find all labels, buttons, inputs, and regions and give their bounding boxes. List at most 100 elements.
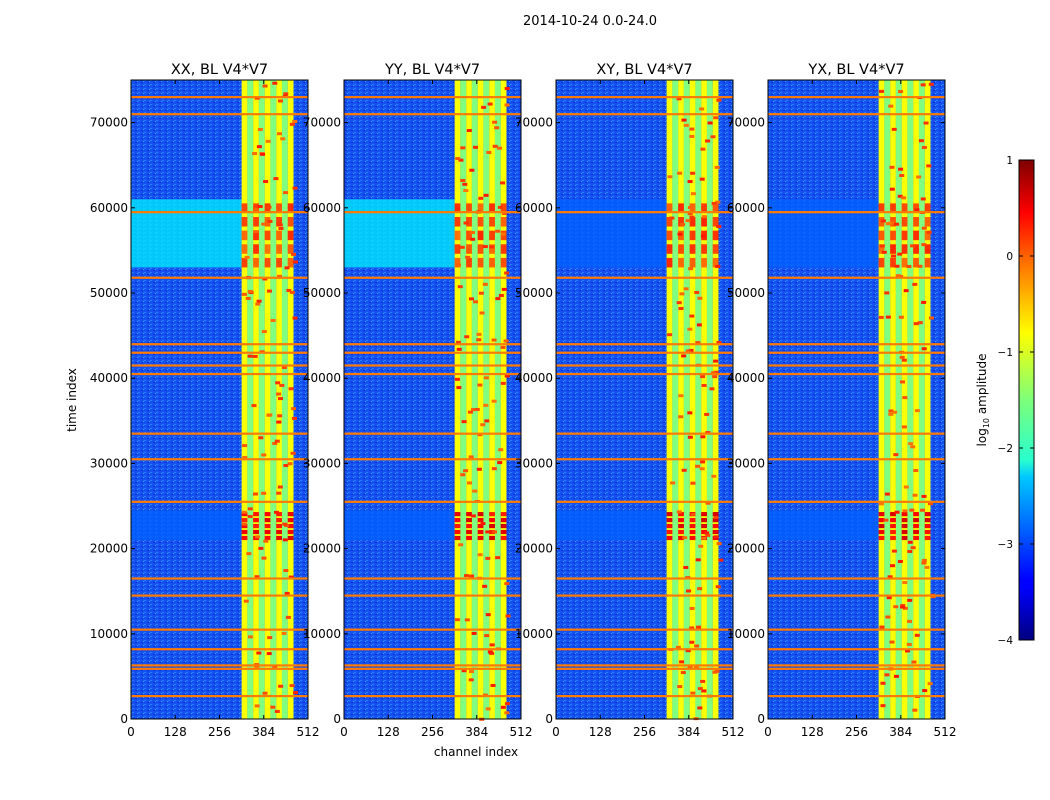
band-speckle: [265, 139, 271, 143]
band-speckle: [257, 205, 263, 209]
band-speckle: [500, 232, 506, 236]
panel-title: XY, BL V4*V7: [596, 62, 692, 78]
band-column: [678, 80, 684, 719]
band-speckle: [482, 245, 488, 249]
band-speckle: [903, 485, 909, 489]
band-column: [247, 80, 254, 719]
band-hot-block: [264, 523, 271, 529]
band-hot-block: [477, 257, 484, 268]
band-hot-block: [678, 535, 684, 541]
band-hot-block: [712, 244, 719, 254]
band-speckle: [922, 689, 928, 693]
flagged-row: [556, 276, 733, 279]
band-speckle: [285, 615, 291, 619]
band-speckle: [487, 650, 493, 654]
band-speckle: [497, 205, 503, 209]
band-hot-block: [287, 230, 294, 241]
band-hot-block: [878, 518, 885, 523]
band-speckle: [916, 175, 922, 179]
band-hot-block: [466, 257, 472, 268]
band-speckle: [878, 502, 884, 506]
band-speckle: [710, 135, 716, 139]
band-hot-block: [466, 217, 472, 227]
flagged-row: [131, 343, 308, 346]
flagged-row: [556, 648, 733, 651]
band-speckle: [700, 679, 706, 683]
band-speckle: [890, 564, 896, 568]
flagged-row: [131, 113, 308, 116]
band-column: [460, 80, 467, 719]
band-hot-block: [678, 203, 684, 213]
flagged-row: [131, 594, 308, 597]
flagged-row: [768, 648, 945, 651]
band-speckle: [711, 201, 717, 205]
flagged-row: [768, 96, 945, 99]
band-speckle: [494, 126, 500, 130]
band-speckle: [676, 510, 682, 514]
band-speckle: [715, 200, 721, 204]
flagged-row: [768, 432, 945, 435]
band-speckle: [293, 260, 299, 264]
band-speckle: [902, 606, 908, 610]
flagged-row: [768, 351, 945, 354]
band-speckle: [258, 436, 264, 440]
flagged-row: [344, 211, 521, 214]
flagged-row: [768, 343, 945, 346]
band-speckle: [278, 684, 284, 688]
band-speckle: [892, 410, 898, 414]
band-speckle: [491, 467, 497, 471]
flagged-row: [556, 458, 733, 461]
band-speckle: [290, 252, 296, 256]
band-speckle: [491, 338, 497, 342]
flagged-row: [131, 372, 308, 376]
band-hot-block: [489, 230, 495, 241]
band-column: [270, 80, 277, 719]
band-hot-block: [712, 518, 719, 523]
band-speckle: [689, 134, 695, 138]
heatmap-panel-yx: 0 128 256 384 512 0 10000 20000 30000 40000 50000 6…: [727, 62, 957, 739]
band-speckle: [501, 287, 507, 291]
band-hot-block: [500, 244, 507, 254]
y-axis-label: time index: [65, 368, 79, 432]
band-speckle: [713, 359, 719, 363]
band-hot-block: [466, 523, 472, 529]
band-speckle: [261, 491, 267, 495]
panel-title: YX, BL V4*V7: [807, 62, 904, 78]
band-hot-block: [878, 244, 885, 254]
band-speckle: [677, 685, 683, 689]
band-speckle: [253, 208, 259, 212]
band-speckle: [926, 164, 932, 168]
band-speckle: [701, 215, 707, 219]
band-column: [913, 80, 919, 719]
band-column: [483, 80, 490, 719]
band-speckle: [697, 687, 703, 691]
band-speckle: [262, 691, 268, 695]
band-speckle: [472, 145, 478, 149]
band-hot-block: [276, 217, 282, 227]
band-hot-block: [489, 257, 495, 268]
band-hot-block: [287, 512, 294, 517]
enhanced-time-region: [131, 510, 242, 541]
band-column: [494, 80, 501, 719]
band-hot-block: [924, 518, 931, 523]
y-tick-label: 20000: [727, 542, 765, 556]
band-hot-block: [924, 529, 931, 535]
band-column: [907, 80, 914, 719]
band-hot-block: [878, 203, 885, 213]
band-speckle: [272, 441, 278, 445]
band-speckle: [689, 127, 695, 131]
x-tick-label: 0: [127, 725, 135, 739]
band-speckle: [711, 474, 717, 478]
band-speckle: [254, 575, 260, 579]
band-speckle: [888, 409, 894, 413]
y-tick-label: 70000: [90, 116, 128, 130]
band-speckle: [678, 394, 684, 398]
band-speckle: [461, 669, 467, 673]
band-speckle: [690, 192, 696, 196]
band-speckle: [472, 489, 478, 493]
band-hot-block: [276, 244, 282, 254]
band-speckle: [483, 193, 489, 197]
band-speckle: [246, 552, 252, 556]
band-speckle: [680, 223, 686, 227]
flagged-row: [344, 594, 521, 597]
